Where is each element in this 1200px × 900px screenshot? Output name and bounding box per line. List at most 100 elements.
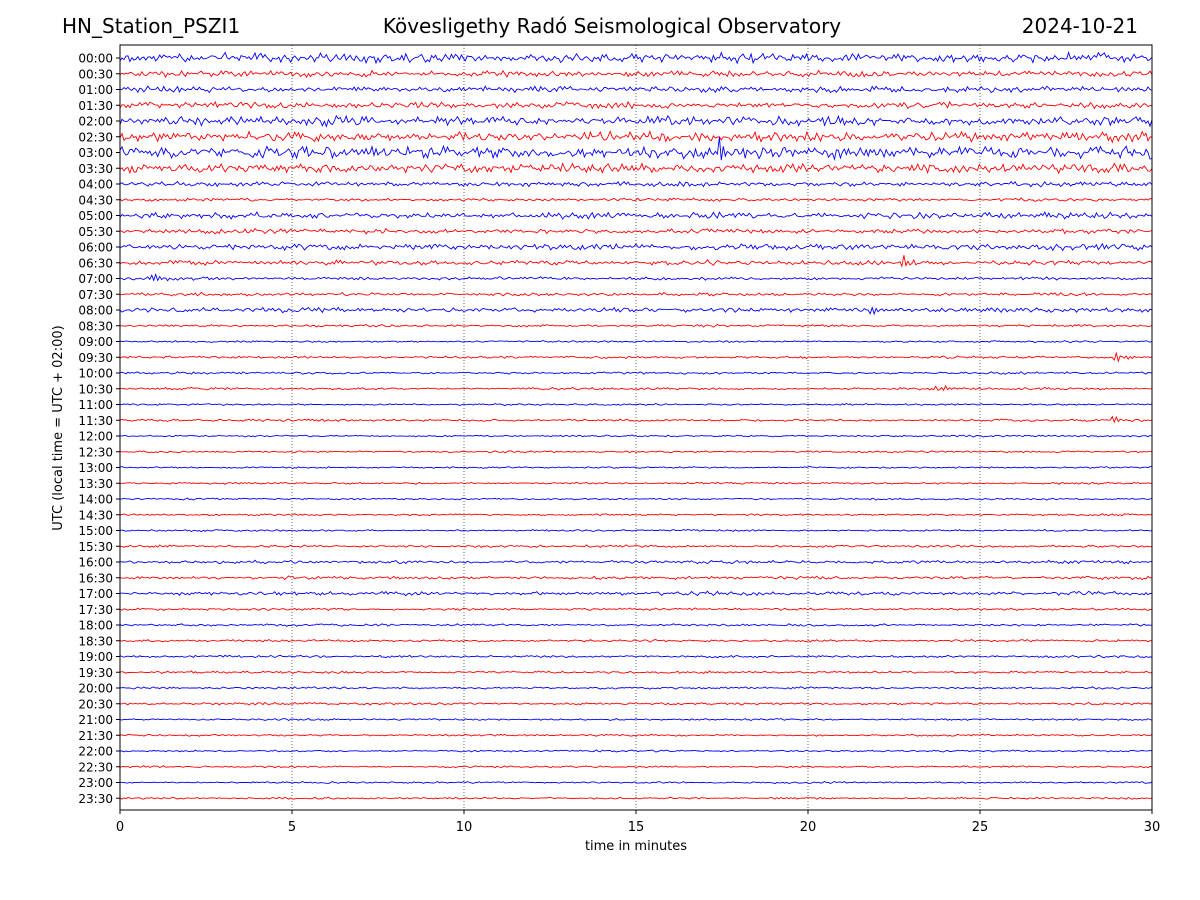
trace-0930 <box>119 351 1153 363</box>
y-tick-label: 13:30 <box>78 477 113 491</box>
y-tick-label: 17:30 <box>78 603 113 617</box>
y-tick-label: 14:30 <box>78 508 113 522</box>
y-tick-label: 01:00 <box>78 83 113 97</box>
y-tick-label: 15:00 <box>78 524 113 538</box>
trace-1430 <box>119 513 1153 517</box>
trace-0200 <box>119 114 1153 128</box>
y-tick-label: 02:00 <box>78 115 113 129</box>
y-tick-label: 20:00 <box>78 682 113 696</box>
trace-0230 <box>119 130 1152 144</box>
trace-1330 <box>119 481 1152 485</box>
trace-1630 <box>119 575 1153 581</box>
x-tick-label: 5 <box>288 820 296 835</box>
trace-0330 <box>119 162 1153 175</box>
trace-1100 <box>120 402 1153 407</box>
trace-1730 <box>119 607 1153 612</box>
trace-0900 <box>119 340 1153 344</box>
y-tick-label: 00:00 <box>78 52 113 66</box>
x-tick-labels: 0 5 10 15 20 25 30 <box>116 810 1160 835</box>
y-axis-label: UTC (local time = UTC + 02:00) <box>51 325 66 530</box>
trace-2100 <box>119 717 1153 722</box>
y-tick-label: 19:30 <box>78 666 113 680</box>
y-tick-label: 23:30 <box>78 792 113 806</box>
trace-1300 <box>119 466 1152 470</box>
y-tick-label: 11:00 <box>78 398 113 412</box>
trace-1530 <box>119 544 1153 549</box>
y-tick-label: 22:30 <box>78 760 113 774</box>
trace-0030 <box>119 69 1153 79</box>
y-tick-label: 01:30 <box>78 99 113 113</box>
trace-0830 <box>119 323 1153 328</box>
y-tick-label: 08:30 <box>78 319 113 333</box>
trace-0500 <box>119 211 1153 220</box>
y-tick-label: 08:00 <box>78 304 113 318</box>
trace-1900 <box>119 654 1152 659</box>
x-tick-label: 0 <box>116 820 124 835</box>
trace-1230 <box>119 450 1153 454</box>
trace-0600 <box>119 242 1153 252</box>
y-tick-label: 05:30 <box>78 225 113 239</box>
y-tick-label: 18:00 <box>78 619 113 633</box>
y-tick-label: 07:00 <box>78 272 113 286</box>
y-tick-label: 16:00 <box>78 556 113 570</box>
y-tick-label: 17:00 <box>78 587 113 601</box>
y-tick-label: 14:00 <box>78 493 113 507</box>
trace-1030 <box>119 385 1153 392</box>
trace-0800 <box>119 306 1153 316</box>
trace-1130 <box>119 415 1153 424</box>
trace-2230 <box>119 765 1153 769</box>
y-tick-label: 06:30 <box>78 256 113 270</box>
x-tick-label: 15 <box>628 820 645 835</box>
y-tick-label: 23:00 <box>78 776 113 790</box>
grid-layer <box>291 45 981 810</box>
y-tick-label: 04:30 <box>78 193 113 207</box>
trace-1830 <box>119 638 1153 643</box>
y-tick-label: 00:30 <box>78 67 113 81</box>
x-tick-label: 30 <box>1144 820 1161 835</box>
y-tick-label: 21:00 <box>78 713 113 727</box>
trace-1700 <box>119 590 1153 597</box>
trace-2000 <box>119 686 1153 690</box>
y-tick-label: 22:00 <box>78 745 113 759</box>
trace-1930 <box>119 670 1153 675</box>
trace-2300 <box>119 780 1153 785</box>
trace-1500 <box>119 528 1153 533</box>
y-tick-label: 12:30 <box>78 445 113 459</box>
trace-2030 <box>119 701 1153 706</box>
chart-title: Kövesligethy Radó Seismological Observat… <box>382 14 842 38</box>
trace-0130 <box>119 100 1152 110</box>
trace-1600 <box>119 559 1153 565</box>
y-tick-label: 16:30 <box>78 571 113 585</box>
y-tick-label: 04:00 <box>78 178 113 192</box>
trace-2130 <box>120 733 1153 737</box>
y-tick-label: 09:30 <box>78 351 113 365</box>
station-label: HN_Station_PSZI1 <box>62 14 241 38</box>
trace-0530 <box>119 227 1153 235</box>
y-tick-label: 18:30 <box>78 634 113 648</box>
trace-0300 <box>119 136 1153 161</box>
y-tick-label: 02:30 <box>78 130 113 144</box>
y-tick-label: 20:30 <box>78 697 113 711</box>
trace-0630 <box>119 255 1153 268</box>
y-tick-label: 10:00 <box>78 367 113 381</box>
y-tick-label: 19:00 <box>78 650 113 664</box>
trace-0000 <box>119 50 1153 65</box>
trace-0700 <box>119 273 1152 282</box>
trace-0430 <box>119 197 1153 202</box>
x-axis-label: time in minutes <box>585 839 687 854</box>
trace-1200 <box>119 434 1153 438</box>
trace-1000 <box>119 371 1153 375</box>
trace-2330 <box>119 796 1153 800</box>
trace-0730 <box>119 291 1153 297</box>
y-tick-label: 03:00 <box>78 146 113 160</box>
y-tick-label: 07:30 <box>78 288 113 302</box>
y-tick-label: 13:00 <box>78 461 113 475</box>
y-tick-label: 11:30 <box>78 414 113 428</box>
y-tick-label: 21:30 <box>78 729 113 743</box>
y-tick-label: 09:00 <box>78 335 113 349</box>
date-label: 2024-10-21 <box>1021 14 1138 38</box>
y-tick-label: 03:30 <box>78 162 113 176</box>
trace-layer <box>119 50 1153 800</box>
